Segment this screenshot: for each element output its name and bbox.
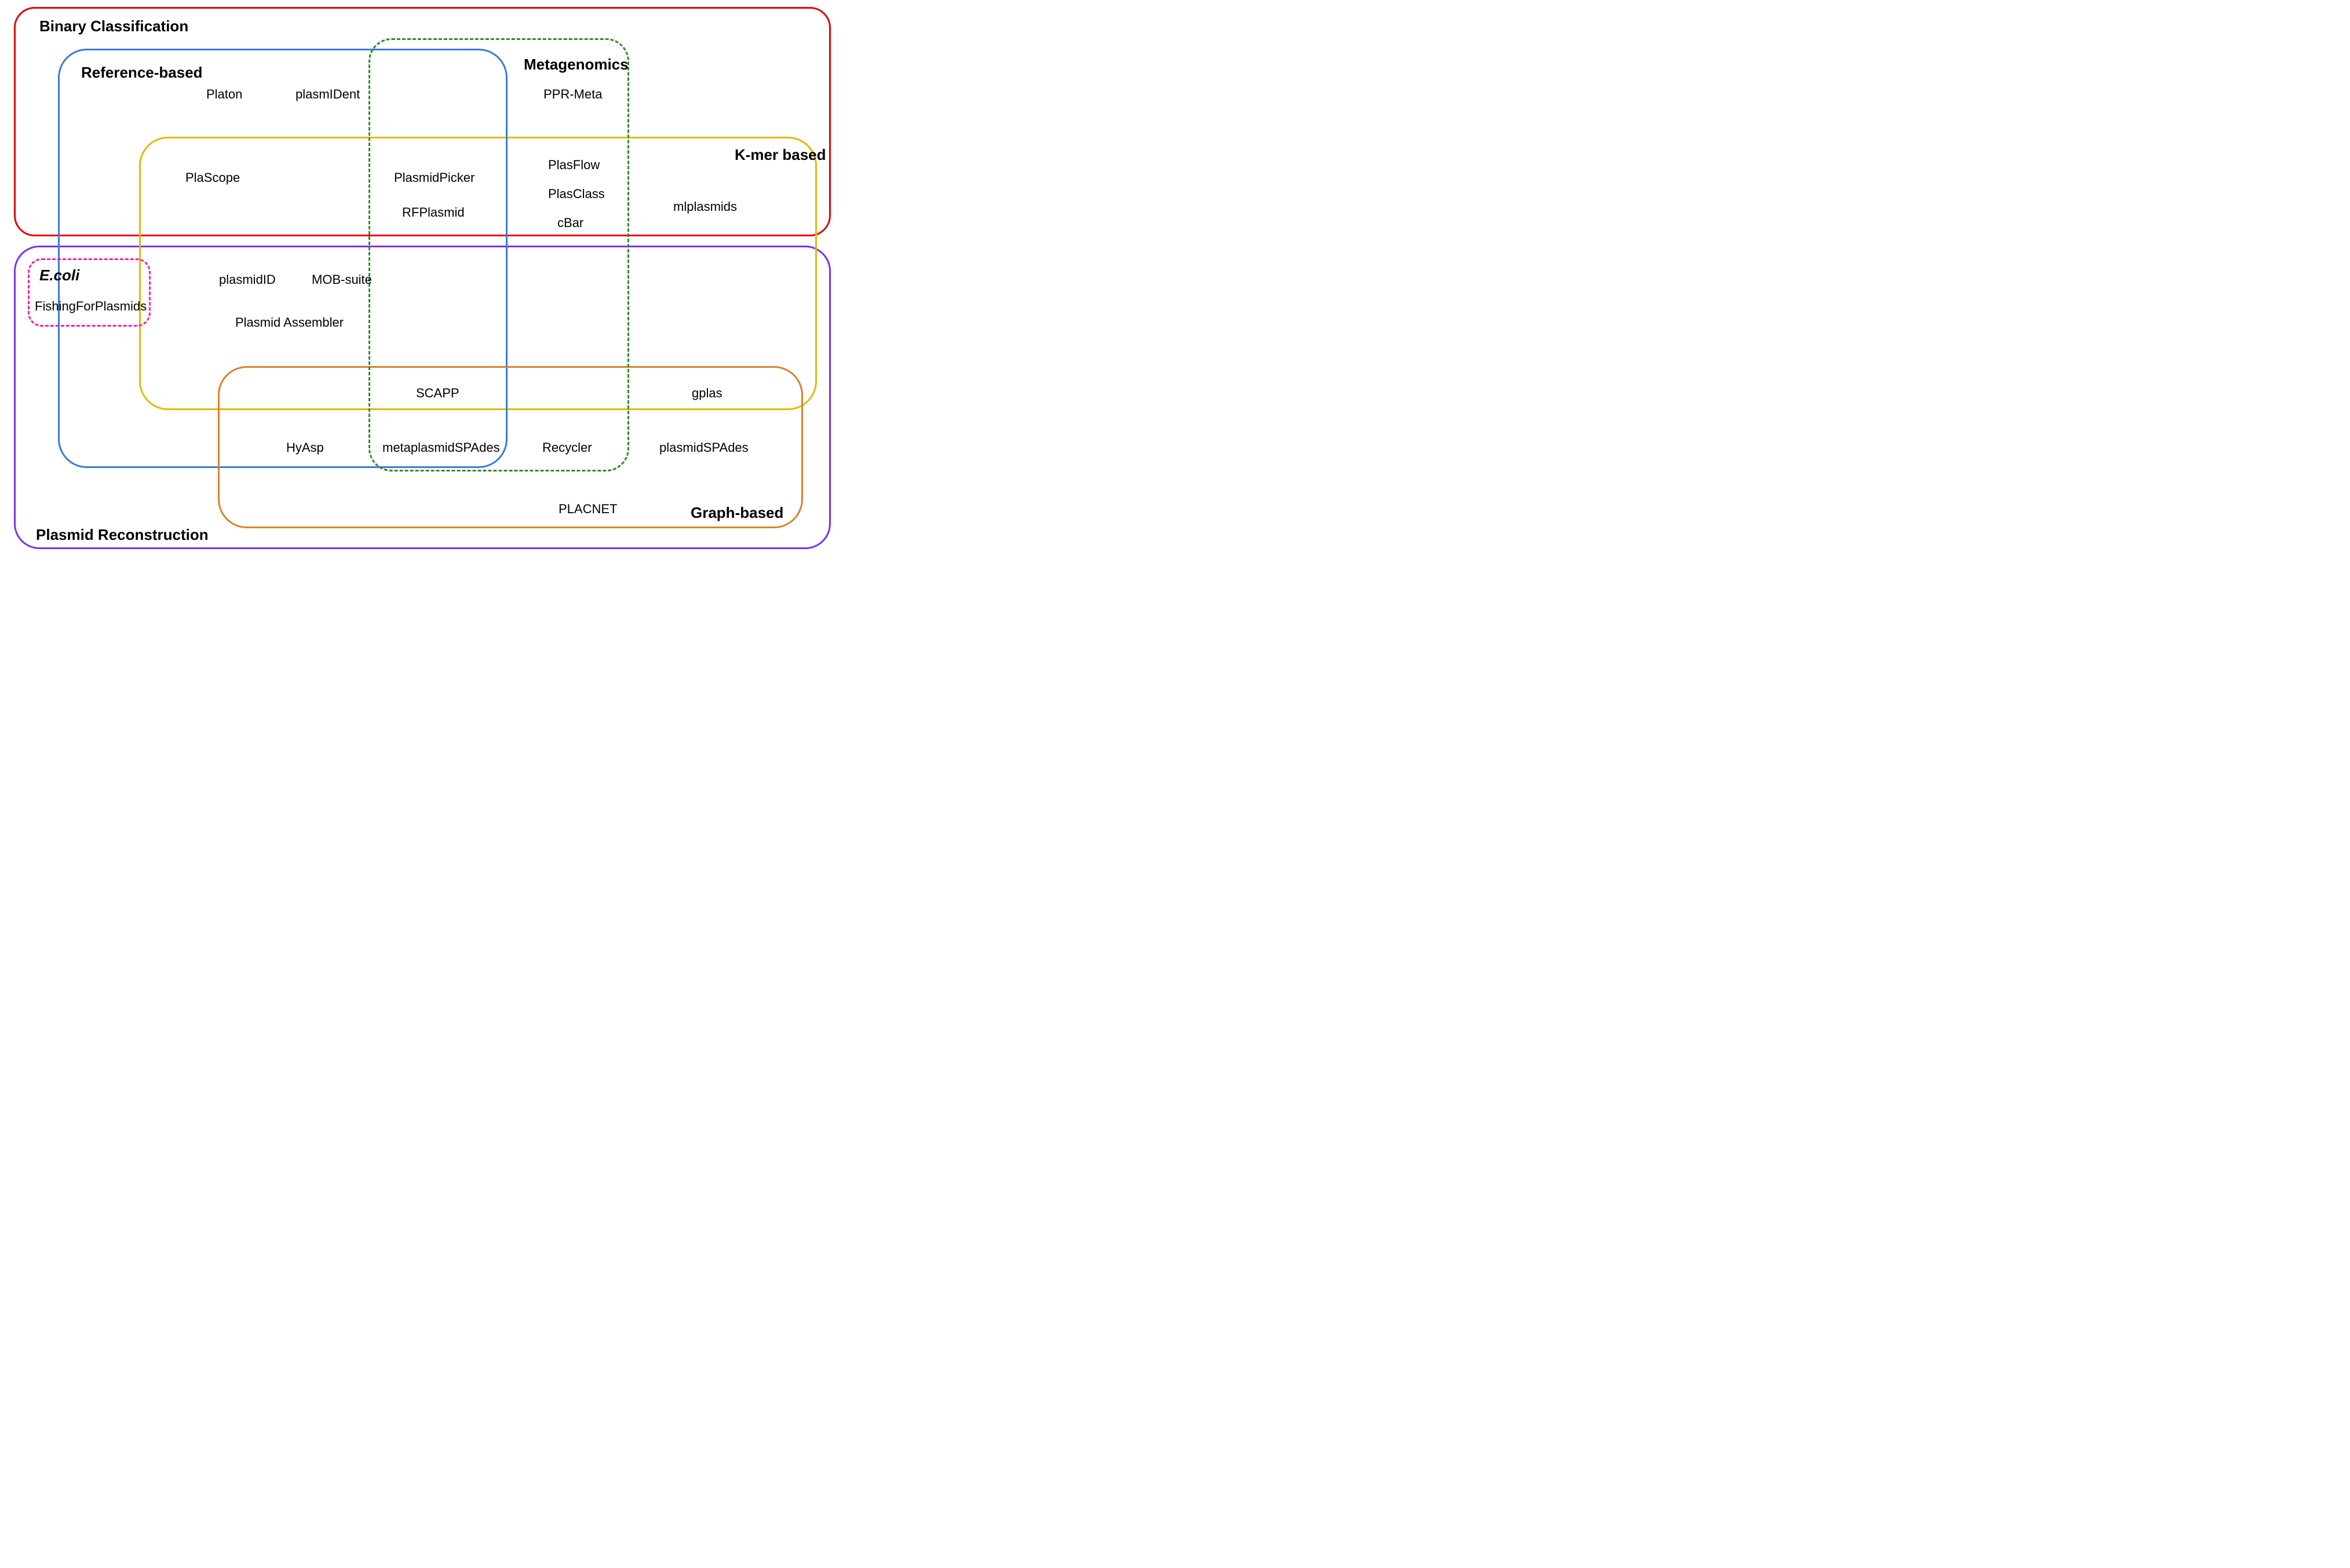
tool-cbar: cBar — [557, 215, 583, 231]
set-label-ecoli: E.coli — [39, 266, 79, 284]
tool-ppr-meta: PPR-Meta — [543, 87, 602, 102]
set-label-plasmid-reconstruction: Plasmid Reconstruction — [36, 526, 209, 544]
set-metagenomics — [368, 38, 629, 472]
tool-mlplasmids: mlplasmids — [673, 199, 737, 214]
tool-plasmidid: plasmidID — [219, 272, 276, 287]
tool-plasmidspades: plasmidSPAdes — [659, 440, 749, 455]
tool-platon: Platon — [206, 87, 242, 102]
tool-scapp: SCAPP — [416, 386, 459, 401]
tool-fishingforplasmids: FishingForPlasmids — [35, 299, 147, 314]
tool-plascope: PlaScope — [185, 170, 240, 185]
tool-placnet: PLACNET — [559, 502, 617, 517]
tool-hyasp: HyAsp — [286, 440, 324, 455]
tool-plasflow: PlasFlow — [548, 158, 600, 173]
set-label-graph-based: Graph-based — [691, 504, 783, 522]
set-label-reference-based: Reference-based — [81, 64, 203, 82]
tool-plasclass: PlasClass — [548, 187, 605, 202]
tool-plasmidpicker: PlasmidPicker — [394, 170, 475, 185]
tool-mob-suite: MOB-suite — [312, 272, 372, 287]
tool-plasmident: plasmIDent — [295, 87, 360, 102]
set-label-metagenomics: Metagenomics — [524, 56, 629, 74]
tool-plasmid-assembler: Plasmid Assembler — [235, 315, 344, 330]
tool-rfplasmid: RFPlasmid — [402, 205, 465, 220]
tool-recycler: Recycler — [542, 440, 592, 455]
set-label-binary-classification: Binary Classification — [39, 17, 188, 35]
tool-metaplasmidspades: metaplasmidSPAdes — [382, 440, 500, 455]
tool-gplas: gplas — [692, 386, 722, 401]
set-label-kmer-based: K-mer based — [735, 146, 826, 164]
diagram-canvas: Binary Classification Reference-based K-… — [0, 0, 846, 564]
